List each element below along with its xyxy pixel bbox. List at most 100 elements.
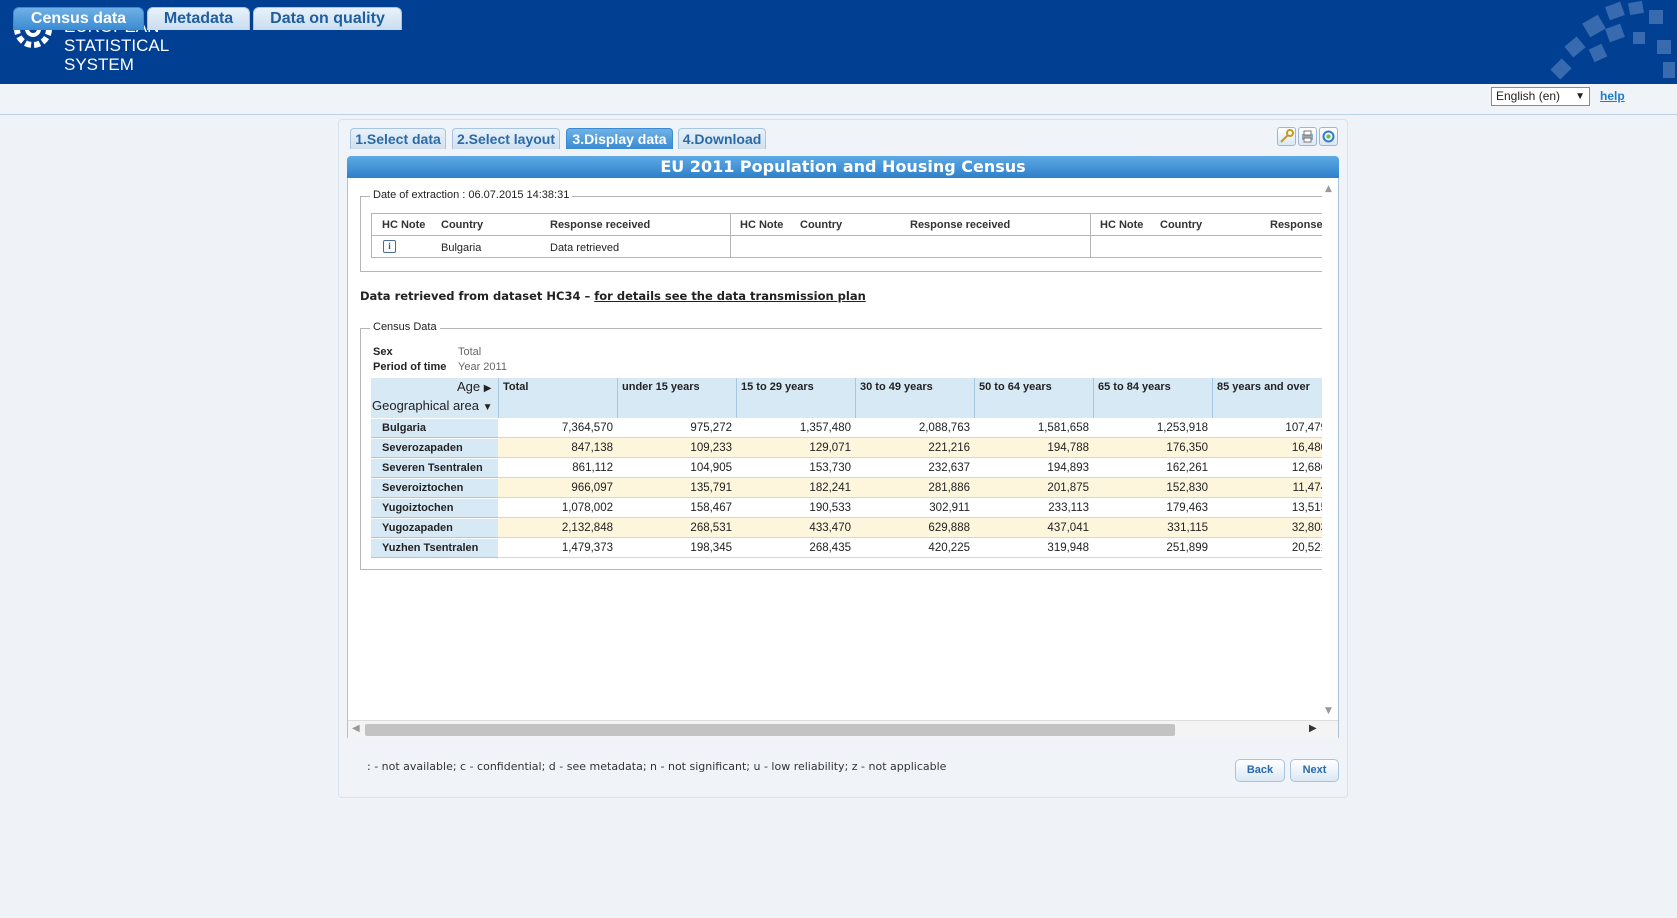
table-row: 2,132,848 268,531 433,470 629,888 437,04… bbox=[498, 518, 1327, 538]
table-cell: 629,888 bbox=[928, 522, 970, 534]
table-cell: 194,893 bbox=[1047, 462, 1089, 474]
filter-period-value: Year 2011 bbox=[458, 361, 507, 373]
row-header-severoiztochen: Severoiztochen bbox=[371, 479, 498, 498]
language-select[interactable]: English (en) ▼ bbox=[1491, 87, 1590, 106]
table-cell: 198,345 bbox=[690, 542, 732, 554]
table-cell: 109,233 bbox=[690, 442, 732, 454]
table-cell: 251,899 bbox=[1166, 542, 1208, 554]
tab-census-data[interactable]: Census data bbox=[13, 7, 144, 30]
filter-sex-value: Total bbox=[458, 346, 482, 358]
table-cell: 233,113 bbox=[1048, 502, 1089, 514]
chevron-right-icon: ▶ bbox=[483, 383, 492, 394]
col-header-total: Total bbox=[498, 378, 617, 418]
table-cell: 331,115 bbox=[1167, 522, 1208, 534]
step-select-layout[interactable]: 2.Select layout bbox=[452, 128, 560, 149]
table-cell: 1,253,918 bbox=[1156, 422, 1208, 434]
horizontal-scrollbar[interactable]: ◀ ▶ bbox=[348, 720, 1338, 738]
hc-note-header: HC Note bbox=[740, 219, 784, 231]
col-header-85-over: 85 years and over bbox=[1212, 378, 1322, 418]
tab-data-on-quality[interactable]: Data on quality bbox=[253, 7, 402, 30]
row-header-yugozapaden: Yugozapaden bbox=[371, 519, 498, 538]
table-cell: 1,581,658 bbox=[1037, 422, 1089, 434]
table-cell: 153,730 bbox=[809, 462, 851, 474]
table-cell: 158,467 bbox=[690, 502, 732, 514]
table-cell: 2,132,848 bbox=[561, 522, 613, 534]
key-icon[interactable] bbox=[1277, 127, 1296, 146]
row-header-severen-tsentralen: Severen Tsentralen bbox=[371, 459, 498, 478]
table-cell: 847,138 bbox=[571, 442, 613, 454]
table-cell: 7,364,570 bbox=[561, 422, 613, 434]
table-cell: 1,357,480 bbox=[799, 422, 851, 434]
table-cell: 104,905 bbox=[690, 462, 732, 474]
help-link[interactable]: help bbox=[1600, 89, 1625, 103]
refresh-icon[interactable] bbox=[1319, 127, 1338, 146]
col-header-under-15: under 15 years bbox=[617, 378, 736, 418]
table-row: 861,112 104,905 153,730 232,637 194,893 … bbox=[498, 458, 1327, 478]
scroll-down-icon[interactable]: ▼ bbox=[1325, 706, 1332, 716]
table-row: 847,138 109,233 129,071 221,216 194,788 … bbox=[498, 438, 1327, 458]
step-display-data[interactable]: 3.Display data bbox=[566, 128, 673, 149]
site-header: EUROPEAN STATISTICAL SYSTEM bbox=[0, 0, 1677, 84]
table-cell: 20,521 bbox=[1291, 542, 1327, 554]
scrollbar-thumb[interactable] bbox=[365, 724, 1175, 736]
vertical-scrollbar[interactable]: ▲ ▼ bbox=[1322, 180, 1338, 720]
extraction-response: Data retrieved bbox=[550, 242, 620, 254]
transmission-plan-link[interactable]: for details see the data transmission pl… bbox=[594, 289, 866, 303]
table-cell: 179,463 bbox=[1166, 502, 1208, 514]
country-header: Country bbox=[800, 219, 843, 231]
header-decoration-icon bbox=[1550, 0, 1675, 80]
dataset-info: Data retrieved from dataset HC34 – for d… bbox=[360, 289, 866, 303]
table-cell: 176,350 bbox=[1166, 442, 1208, 454]
table-cell: 861,112 bbox=[572, 462, 613, 474]
extraction-country: Bulgaria bbox=[441, 242, 482, 254]
scroll-left-icon[interactable]: ◀ bbox=[352, 723, 360, 734]
scroll-up-icon[interactable]: ▲ bbox=[1325, 184, 1332, 194]
filter-sex-label: Sex bbox=[373, 346, 393, 358]
census-legend: Census Data bbox=[370, 321, 440, 333]
row-header-yugoiztochen: Yugoiztochen bbox=[371, 499, 498, 518]
print-icon[interactable] bbox=[1298, 127, 1317, 146]
step-download[interactable]: 4.Download bbox=[678, 128, 766, 149]
table-cell: 1,479,373 bbox=[561, 542, 613, 554]
chevron-down-icon: ▼ bbox=[1575, 91, 1585, 102]
table-row: 1,078,002 158,467 190,533 302,911 233,11… bbox=[498, 498, 1327, 518]
table-row: 966,097 135,791 182,241 281,886 201,875 … bbox=[498, 478, 1327, 498]
extraction-fieldset bbox=[360, 196, 1323, 272]
hc-note-header: HC Note bbox=[1100, 219, 1144, 231]
response-header-truncated: Response bbox=[1270, 219, 1323, 231]
country-header: Country bbox=[1160, 219, 1203, 231]
tab-metadata[interactable]: Metadata bbox=[147, 7, 250, 30]
table-cell: 129,071 bbox=[809, 442, 851, 454]
next-button[interactable]: Next bbox=[1290, 759, 1339, 782]
table-cell: 281,886 bbox=[928, 482, 970, 494]
country-header: Country bbox=[441, 219, 484, 231]
info-icon[interactable]: i bbox=[383, 240, 396, 253]
geographical-area-dimension[interactable]: Geographical area ▼ bbox=[372, 398, 493, 413]
table-cell: 107,479 bbox=[1285, 422, 1327, 434]
hc-note-header: HC Note bbox=[382, 219, 426, 231]
table-cell: 190,533 bbox=[809, 502, 851, 514]
back-button[interactable]: Back bbox=[1235, 759, 1285, 782]
table-cell: 135,791 bbox=[690, 482, 732, 494]
census-fieldset bbox=[360, 328, 1323, 570]
scroll-right-icon[interactable]: ▶ bbox=[1309, 723, 1317, 734]
extraction-col-separator bbox=[1090, 213, 1091, 258]
response-header: Response received bbox=[910, 219, 1011, 231]
step-select-data[interactable]: 1.Select data bbox=[350, 128, 446, 149]
table-cell: 11,474 bbox=[1292, 482, 1327, 494]
table-cell: 152,830 bbox=[1166, 482, 1208, 494]
extraction-divider bbox=[371, 235, 1322, 236]
table-cell: 194,788 bbox=[1047, 442, 1089, 454]
table-cell: 1,078,002 bbox=[561, 502, 613, 514]
table-cell: 268,435 bbox=[809, 542, 851, 554]
age-dimension[interactable]: Age ▶ bbox=[457, 379, 492, 394]
flags-legend: : - not available; c - confidential; d -… bbox=[367, 760, 947, 773]
table-cell: 2,088,763 bbox=[918, 422, 970, 434]
table-row: 1,479,373 198,345 268,435 420,225 319,94… bbox=[498, 538, 1327, 558]
table-cell: 420,225 bbox=[928, 542, 970, 554]
table-cell: 975,272 bbox=[690, 422, 732, 434]
row-header-severozapaden: Severozapaden bbox=[371, 439, 498, 458]
table-cell: 437,041 bbox=[1047, 522, 1089, 534]
table-cell: 32,803 bbox=[1291, 522, 1327, 534]
table-cell: 433,470 bbox=[809, 522, 851, 534]
